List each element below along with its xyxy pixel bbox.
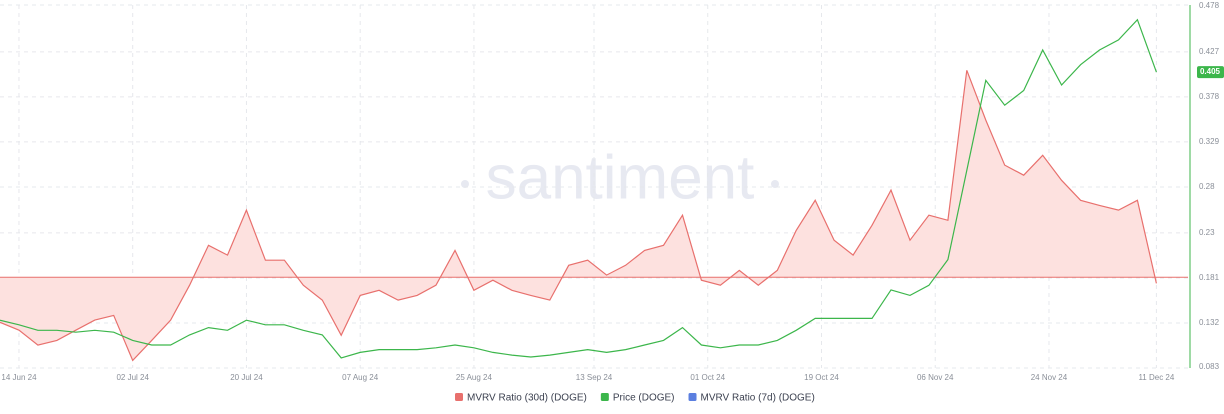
x-tick-label: 20 Jul 24 xyxy=(230,373,263,382)
x-tick-label: 25 Aug 24 xyxy=(456,373,493,382)
y2-tick-label: 0.181 xyxy=(1199,273,1220,282)
x-tick-label: 14 Jun 24 xyxy=(1,373,37,382)
x-tick-label: 06 Nov 24 xyxy=(917,373,954,382)
y2-tick-label: 0.329 xyxy=(1199,137,1220,146)
legend-label: Price (DOGE) xyxy=(613,393,675,404)
y2-tick-label: 0.427 xyxy=(1199,47,1220,56)
x-tick-label: 11 Dec 24 xyxy=(1138,373,1174,382)
legend-swatch xyxy=(455,393,463,401)
legend-swatch xyxy=(600,393,609,401)
series-line xyxy=(0,18,1157,359)
last-value-label: 0.405 xyxy=(1200,67,1221,76)
y2-tick-label: 0.132 xyxy=(1199,318,1220,327)
last-value-badge xyxy=(1197,66,1224,79)
x-tick-label: 02 Jul 24 xyxy=(116,373,149,382)
x-tick-label: 19 Oct 24 xyxy=(804,373,839,382)
x-tick-label: 01 Oct 24 xyxy=(690,373,725,382)
y2-tick-label: 0.083 xyxy=(1199,362,1220,371)
y2-tick-label: 0.23 xyxy=(1199,228,1215,237)
legend-label: MVRV Ratio (30d) (DOGE) xyxy=(467,393,587,404)
y2-tick-label: 0.378 xyxy=(1199,92,1220,101)
y2-tick-label: 0.478 xyxy=(1199,1,1220,10)
x-tick-label: 24 Nov 24 xyxy=(1031,373,1068,382)
watermark: santiment xyxy=(486,143,755,212)
legend-label: MVRV Ratio (7d) (DOGE) xyxy=(701,393,815,404)
watermark-dot xyxy=(771,180,779,188)
series-line xyxy=(0,70,1157,362)
x-tick-label: 07 Aug 24 xyxy=(342,373,379,382)
legend-swatch xyxy=(688,393,697,401)
x-tick-label: 13 Sep 24 xyxy=(576,373,613,382)
watermark-dot xyxy=(461,180,469,188)
y2-tick-label: 0.28 xyxy=(1199,182,1215,191)
